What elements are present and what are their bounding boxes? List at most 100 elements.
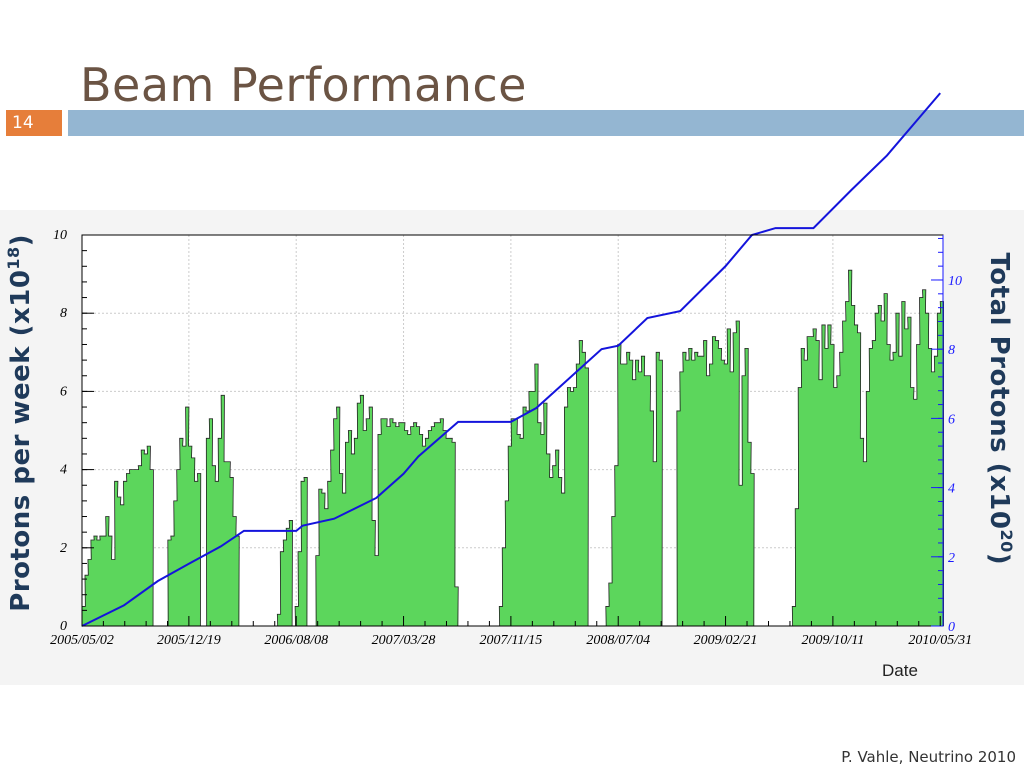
weekly-bar — [93, 536, 98, 626]
weekly-bar — [105, 516, 110, 626]
weekly-bar — [718, 348, 722, 626]
weekly-bar — [321, 493, 326, 626]
left-tick-label: 0 — [60, 619, 67, 634]
weekly-bar — [206, 438, 210, 626]
weekly-bar — [632, 379, 636, 626]
weekly-bar — [354, 438, 358, 626]
weekly-bar — [546, 453, 550, 626]
weekly-bar — [191, 457, 195, 626]
weekly-bar — [795, 508, 799, 626]
weekly-bar — [167, 539, 172, 626]
weekly-bar — [747, 442, 752, 626]
x-tick-label: 2009/02/21 — [694, 633, 758, 648]
weekly-bar — [437, 422, 441, 626]
weekly-bar — [830, 344, 835, 626]
weekly-bar — [605, 606, 610, 626]
weekly-bar — [392, 422, 397, 626]
weekly-bar — [626, 352, 630, 626]
weekly-bar — [511, 418, 515, 626]
right-axis: 0 2 4 6 8 10 — [931, 235, 962, 635]
weekly-bar — [812, 328, 817, 626]
weekly-bar — [185, 407, 189, 626]
weekly-bar — [517, 434, 521, 626]
weekly-bar — [508, 446, 512, 626]
weekly-bar — [913, 399, 917, 626]
weekly-bar — [440, 418, 444, 626]
weekly-bar — [898, 356, 903, 626]
weekly-bar — [738, 485, 743, 626]
weekly-bar — [552, 465, 556, 626]
weekly-bar — [650, 410, 654, 626]
weekly-bar — [682, 352, 687, 626]
weekly-bar — [866, 391, 870, 626]
weekly-bar — [567, 387, 571, 626]
weekly-bar — [120, 504, 124, 626]
weekly-bars-outline — [81, 269, 944, 627]
weekly-bar — [96, 539, 101, 626]
weekly-bar — [519, 438, 524, 626]
weekly-bar — [212, 465, 216, 626]
weekly-bar — [892, 352, 897, 626]
x-tick-label: 2006/08/08 — [264, 633, 328, 648]
weekly-bar — [280, 551, 284, 626]
weekly-bar — [724, 364, 728, 626]
weekly-bar — [227, 461, 231, 626]
weekly-bar — [428, 430, 432, 626]
weekly-bar — [555, 450, 559, 626]
weekly-bar — [653, 461, 657, 626]
weekly-bar — [635, 360, 639, 626]
weekly-bar — [940, 301, 944, 626]
weekly-bar — [928, 348, 932, 626]
weekly-bar — [277, 614, 281, 626]
slide-footer: P. Vahle, Neutrino 2010 — [841, 748, 1016, 766]
weekly-bar — [842, 321, 846, 626]
weekly-bar — [173, 500, 178, 626]
weekly-bar — [221, 395, 225, 626]
weekly-bar — [878, 305, 882, 626]
weekly-bar — [685, 360, 690, 626]
right-tick-label: 4 — [948, 482, 955, 497]
weekly-bar — [377, 434, 382, 626]
weekly-bar — [886, 344, 891, 626]
weekly-bar — [736, 321, 740, 626]
weekly-bar — [351, 453, 355, 626]
weekly-bar — [298, 551, 302, 626]
weekly-bar — [123, 481, 127, 626]
weekly-bar — [875, 313, 879, 626]
weekly-bar — [333, 418, 337, 626]
weekly-bar — [798, 387, 802, 626]
weekly-bar — [836, 375, 841, 626]
weekly-bar — [218, 438, 222, 626]
left-axis-title: Protons per week (x1018) — [4, 233, 36, 612]
weekly-bar — [931, 371, 935, 626]
left-tick-label: 8 — [60, 306, 67, 321]
weekly-bar — [573, 387, 577, 626]
weekly-bar — [215, 481, 219, 626]
weekly-bar — [848, 270, 852, 626]
weekly-bar — [869, 348, 873, 626]
weekly-bar — [857, 332, 861, 626]
right-tick-label: 6 — [948, 412, 955, 427]
weekly-bar — [818, 379, 823, 626]
x-tick-label: 2007/03/28 — [372, 633, 436, 648]
weekly-bar — [303, 477, 308, 626]
weekly-bar — [398, 422, 403, 626]
weekly-bar — [750, 473, 755, 626]
weekly-bar — [659, 360, 663, 626]
weekly-bar — [372, 520, 376, 626]
weekly-bar — [904, 328, 909, 626]
weekly-bar — [454, 586, 459, 626]
weekly-bar — [117, 496, 121, 626]
weekly-bar — [395, 426, 400, 626]
weekly-bar — [744, 348, 749, 626]
weekly-bar — [99, 536, 104, 626]
weekly-bar — [691, 360, 695, 626]
weekly-bar — [194, 481, 198, 626]
weekly-bar — [232, 516, 237, 626]
weekly-bar — [608, 582, 613, 626]
weekly-bar — [863, 461, 867, 626]
weekly-bar — [505, 500, 509, 626]
weekly-bar — [401, 422, 405, 626]
x-tick-label: 2009/10/11 — [802, 633, 865, 648]
weekly-bar — [443, 430, 447, 626]
